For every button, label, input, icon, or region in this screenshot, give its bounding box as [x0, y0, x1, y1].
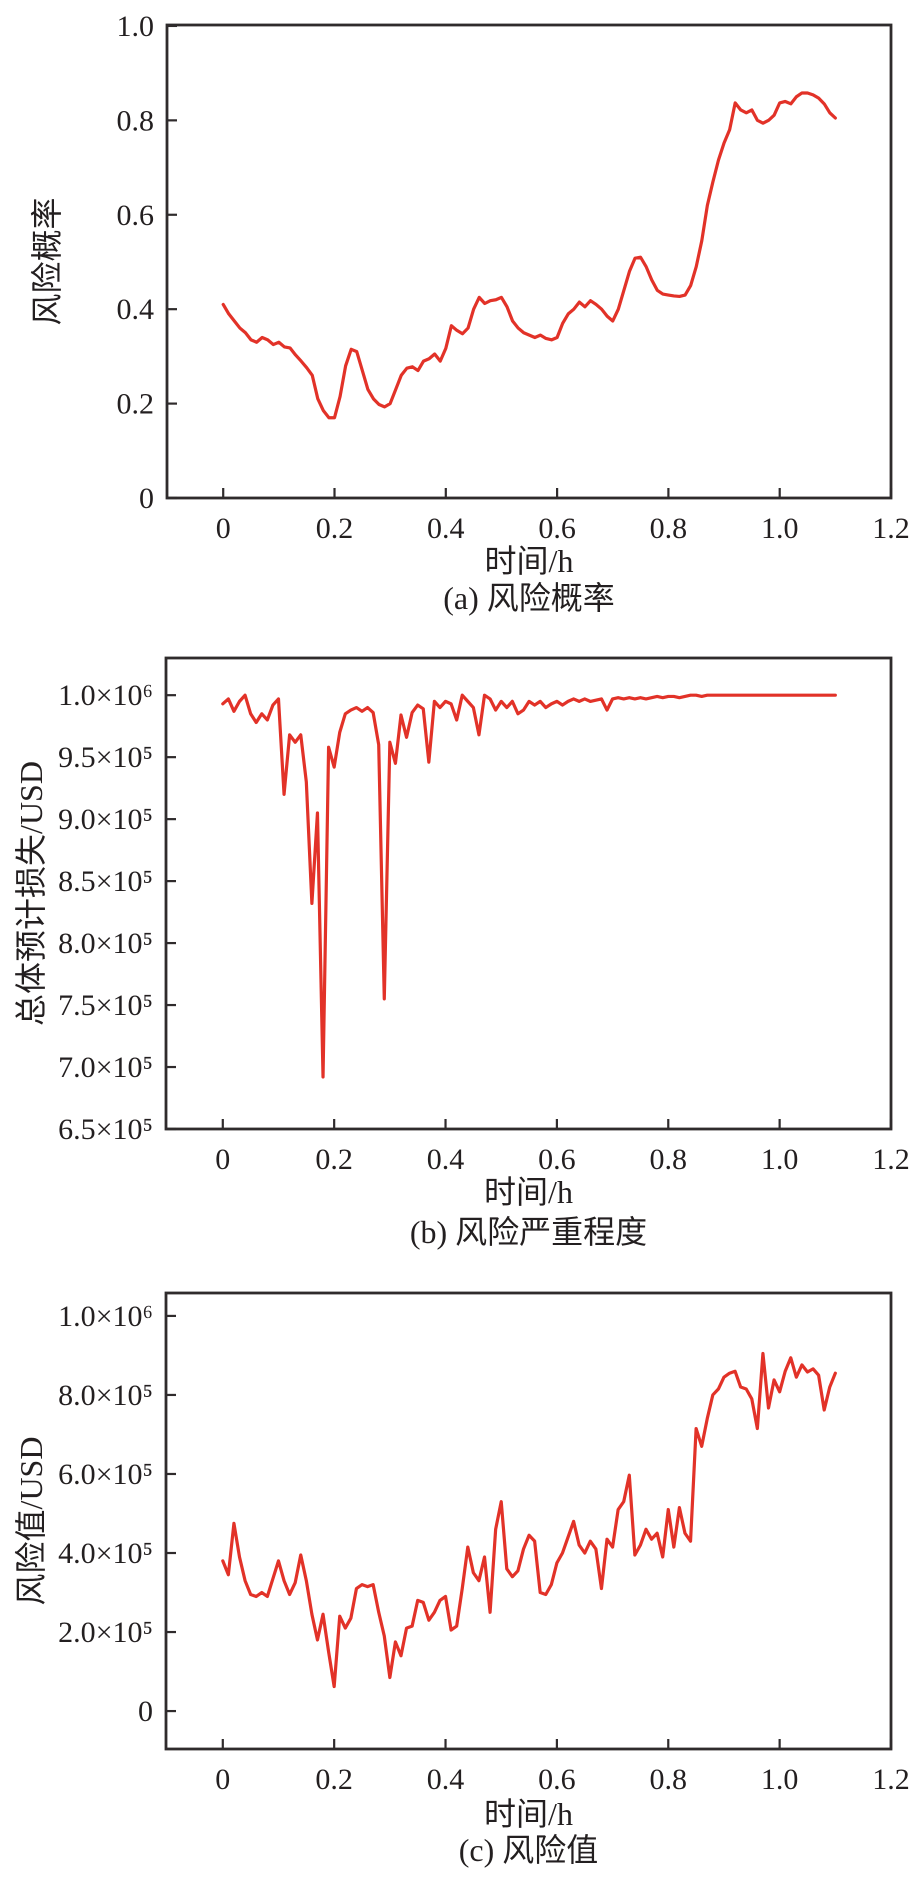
plot-border: [164, 656, 893, 1131]
x-tick-label: 0.4: [427, 1763, 465, 1796]
y-tick-label: 2.0×10⁵: [58, 1616, 153, 1649]
x-tick-label: 0.4: [427, 512, 465, 545]
x-tick-label: 0: [215, 1763, 230, 1796]
x-tick-label: 0: [215, 1143, 230, 1176]
y-tick-label: 6.5×10⁵: [58, 1113, 153, 1146]
plot-border: [165, 23, 893, 500]
x-tick-label: 1.2: [872, 512, 910, 545]
y-tick-label: 1.0×10⁶: [58, 679, 153, 712]
chart-risk-probability: 0 0.2 0.4 0.6 0.8 1.0 1.2 0 0.2 0.4 0.6 0.8 1.0 时间/h 风…: [0, 0, 912, 627]
y-tick-label: 8.0×10⁵: [58, 1379, 153, 1412]
y-axis-label: 风险概率: [29, 197, 65, 325]
x-tick-label: 0.6: [538, 1763, 576, 1796]
y-tick-label: 8.0×10⁵: [58, 927, 153, 960]
x-tick-label: 0.2: [316, 512, 354, 545]
y-axis-label: 风险值/USD: [13, 1437, 49, 1606]
y-tick-label: 1.0×10⁶: [58, 1300, 153, 1333]
y-tick-label: 4.0×10⁵: [58, 1537, 153, 1570]
x-tick-label: 0.2: [315, 1763, 353, 1796]
series-line: [221, 1351, 837, 1689]
y-tick-label: 7.0×10⁵: [58, 1051, 153, 1084]
x-tick-label: 0.4: [427, 1143, 465, 1176]
x-tick-label: 1.2: [872, 1763, 910, 1796]
y-tick-label: 0: [138, 1695, 153, 1728]
x-tick-label: 0.2: [315, 1143, 353, 1176]
x-axis-label: 时间/h: [485, 543, 574, 579]
chart-b-canvas: 0 0.2 0.4 0.6 0.8 1.0 1.2 6.5×10⁵ 7.0×10⁵ 7.5×10⁵…: [13, 656, 910, 1250]
y-tick-label: 6.0×10⁵: [58, 1458, 153, 1491]
y-tick-label: 9.0×10⁵: [58, 803, 153, 836]
x-tick-label: 0.8: [650, 1763, 688, 1796]
y-tick-label: 9.5×10⁵: [58, 741, 153, 774]
chart-caption: (a) 风险概率: [443, 580, 615, 616]
plot-border: [164, 1291, 893, 1751]
x-tick-label: 0.6: [538, 1143, 576, 1176]
x-tick-label: 0.8: [650, 1143, 688, 1176]
series-line: [221, 91, 837, 420]
x-tick-label: 1.0: [761, 512, 799, 545]
x-tick-label: 0: [216, 512, 231, 545]
y-axis-label: 总体预计损失/USD: [13, 761, 49, 1026]
y-tick-label: 1.0: [117, 10, 155, 43]
x-tick-label: 0.8: [650, 512, 688, 545]
chart-risk-value: 0 0.2 0.4 0.6 0.8 1.0 1.2 0 2.0×10⁵ 4.0×10⁵ 6.0×10…: [0, 1255, 912, 1880]
y-tick-label: 0.6: [117, 199, 155, 232]
x-tick-label: 0.6: [538, 512, 576, 545]
y-tick-label: 0.4: [117, 293, 155, 326]
chart-a-canvas: 0 0.2 0.4 0.6 0.8 1.0 1.2 0 0.2 0.4 0.6 0.8 1.0 时间/h 风…: [29, 10, 910, 616]
chart-risk-severity: 0 0.2 0.4 0.6 0.8 1.0 1.2 6.5×10⁵ 7.0×10⁵ 7.5×10⁵…: [0, 627, 912, 1255]
x-axis-label: 时间/h: [484, 1796, 573, 1832]
y-tick-label: 0.2: [117, 388, 155, 421]
x-axis-label: 时间/h: [484, 1174, 573, 1210]
x-tick-label: 1.0: [761, 1763, 799, 1796]
y-tick-label: 0.8: [117, 104, 155, 137]
x-tick-label: 1.2: [872, 1143, 910, 1176]
chart-c-canvas: 0 0.2 0.4 0.6 0.8 1.0 1.2 0 2.0×10⁵ 4.0×10⁵ 6.0×10…: [13, 1291, 910, 1868]
y-tick-label: 8.5×10⁵: [58, 865, 153, 898]
chart-caption: (b) 风险严重程度: [410, 1214, 647, 1250]
y-tick-label: 7.5×10⁵: [58, 989, 153, 1022]
y-tick-label: 0: [139, 482, 154, 515]
series-line: [221, 693, 837, 1079]
chart-caption: (c) 风险值: [459, 1832, 599, 1868]
x-tick-label: 1.0: [761, 1143, 799, 1176]
